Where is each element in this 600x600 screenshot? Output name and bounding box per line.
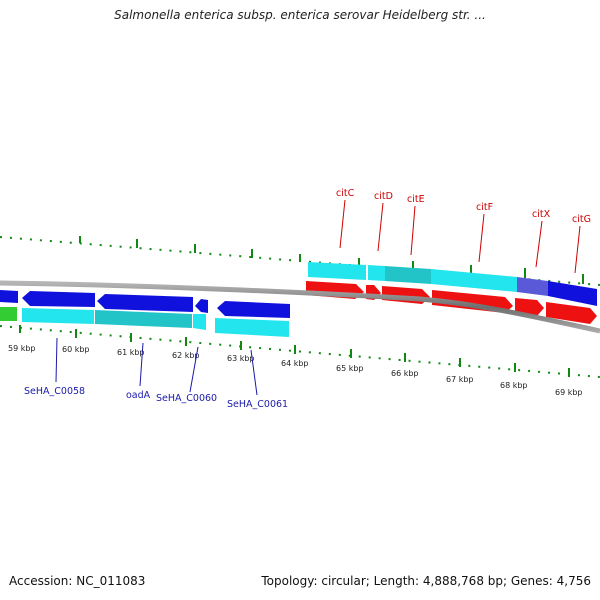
cyan-feature bbox=[193, 314, 206, 330]
cyan-feature bbox=[368, 265, 385, 281]
ruler-label: 63 kbp bbox=[227, 354, 255, 363]
gene-label-SeHA_C0060[interactable]: SeHA_C0060 bbox=[156, 393, 217, 404]
teal-feature bbox=[385, 266, 431, 284]
leader-line bbox=[377, 202, 384, 252]
ruler-labels: 59 kbp 60 kbp 61 kbp 62 kbp 63 kbp 64 kb… bbox=[8, 344, 583, 397]
ruler-label: 68 kbp bbox=[500, 381, 528, 390]
green-feature bbox=[0, 307, 17, 321]
forward-gene-labels: citC citD citE citF citX citG bbox=[336, 188, 591, 274]
cyan-feature bbox=[308, 262, 366, 280]
ruler-label: 65 kbp bbox=[336, 364, 364, 373]
leader-line bbox=[574, 225, 581, 274]
ruler-label: 64 kbp bbox=[281, 359, 309, 368]
leader-line bbox=[189, 346, 199, 393]
gene-label-citF[interactable]: citF bbox=[476, 202, 493, 213]
leader-line bbox=[55, 337, 58, 383]
ruler-label: 60 kbp bbox=[62, 345, 90, 354]
blue-feature bbox=[548, 281, 597, 306]
gene-SeHA_C0058[interactable] bbox=[22, 291, 95, 307]
gene-SeHA_C0060[interactable] bbox=[195, 299, 208, 313]
leader-line bbox=[250, 349, 258, 396]
leader-line bbox=[478, 213, 485, 263]
ruler-label: 67 kbp bbox=[446, 375, 474, 384]
gene-label-citE[interactable]: citE bbox=[407, 194, 425, 205]
ruler-label: 66 kbp bbox=[391, 369, 419, 378]
blue-feature bbox=[517, 277, 548, 296]
reverse-feature-row bbox=[0, 307, 289, 337]
reverse-gene-labels: SeHA_C0058 oadA SeHA_C0060 SeHA_C0061 bbox=[24, 337, 288, 410]
cyan-feature bbox=[215, 318, 289, 337]
gene-oadA[interactable] bbox=[97, 294, 193, 312]
leader-line bbox=[535, 220, 543, 268]
leader-line bbox=[410, 205, 416, 256]
gene-SeHA_C0061[interactable] bbox=[217, 301, 290, 318]
gene-label-citX[interactable]: citX bbox=[532, 209, 551, 220]
gene-label-citC[interactable]: citC bbox=[336, 188, 355, 199]
map-title: Salmonella enterica subsp. enterica sero… bbox=[114, 8, 486, 22]
cyan-feature bbox=[22, 308, 94, 324]
ruler-label: 61 kbp bbox=[117, 348, 145, 357]
lower-minor-ticks bbox=[0, 325, 600, 378]
genome-backbone bbox=[0, 280, 600, 334]
reverse-gene[interactable] bbox=[0, 290, 18, 303]
accession-text: Accession: NC_011083 bbox=[9, 574, 146, 588]
leader-line bbox=[339, 199, 346, 249]
lower-tick-row bbox=[0, 325, 600, 378]
ruler-label: 62 kbp bbox=[172, 351, 200, 360]
genome-summary-text: Topology: circular; Length: 4,888,768 bp… bbox=[261, 574, 591, 588]
gene-label-SeHA_C0061[interactable]: SeHA_C0061 bbox=[227, 399, 288, 410]
reverse-gene-row bbox=[0, 290, 290, 318]
gene-citX[interactable] bbox=[515, 298, 544, 316]
gene-citG[interactable] bbox=[546, 302, 597, 324]
leader-line bbox=[139, 342, 144, 387]
ruler-label: 59 kbp bbox=[8, 344, 36, 353]
gene-label-citG[interactable]: citG bbox=[572, 214, 591, 225]
gene-label-citD[interactable]: citD bbox=[374, 191, 393, 202]
ruler-label: 69 kbp bbox=[555, 388, 583, 397]
gene-label-oadA[interactable]: oadA bbox=[126, 390, 151, 401]
forward-feature-row bbox=[308, 262, 597, 306]
teal-feature bbox=[95, 310, 192, 328]
cyan-feature bbox=[431, 269, 517, 292]
gene-label-SeHA_C0058[interactable]: SeHA_C0058 bbox=[24, 386, 85, 397]
